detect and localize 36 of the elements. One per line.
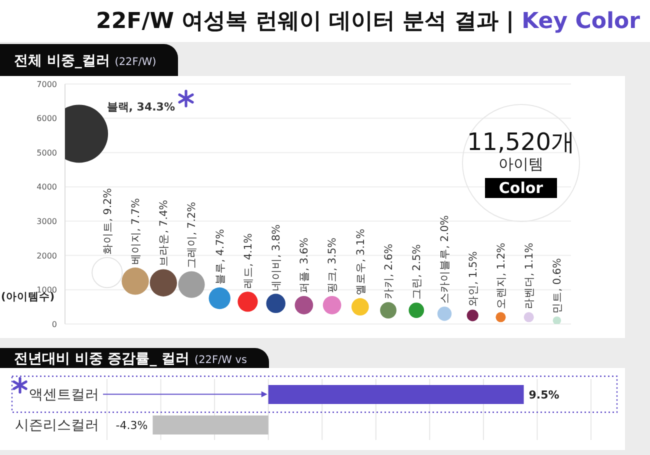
- annotation: 레드, 4.1%: [242, 233, 254, 289]
- annotation: 라벤더, 1.1%: [524, 242, 536, 310]
- data-label: -4.3%: [116, 418, 148, 432]
- annotation: 와인, 1.5%: [467, 251, 480, 307]
- circle-frame: 11,520개 아이템 Color: [462, 104, 580, 222]
- annotation: 핑크, 3.5%: [326, 238, 339, 293]
- annotation: 아이템: [498, 155, 544, 173]
- y-tick-label: 0: [52, 320, 57, 329]
- chart-title: 22F/W 여성복 런웨이 데이터 분석 결과 | Key Color: [96, 9, 640, 34]
- annotation: 카키, 2.6%: [382, 244, 395, 300]
- annotation: 11,520개: [467, 128, 575, 156]
- y-tick-label: 3000: [36, 216, 57, 226]
- y-tick-label: 5000: [36, 148, 57, 158]
- annotation: 그린, 2.5%: [411, 244, 424, 300]
- annotation: 옐로우, 3.1%: [354, 228, 367, 296]
- chart-title: 전년대비 비중 증감률_ 컬러 (22F/W vs: [14, 351, 247, 367]
- y-tick-label: 액센트컬러: [29, 387, 99, 404]
- chart-subtitle: 전체 비중_컬러 (22F/W): [14, 53, 156, 69]
- annotation: 그레이, 7.2%: [186, 202, 198, 268]
- annotation: 민트, 0.6%: [552, 258, 564, 314]
- annotation: 오렌지, 1.2%: [495, 242, 508, 310]
- data-label: 9.5%: [528, 388, 560, 402]
- annotation: 퍼플, 3.6%: [298, 238, 311, 293]
- annotation: Color: [498, 179, 544, 197]
- annotation: 블랙, 34.3%: [106, 100, 175, 114]
- annotation: 네이비, 3.8%: [270, 224, 283, 291]
- annotation: 블루, 4.7%: [214, 229, 226, 284]
- y-tick-label: 시즌리스컬러: [15, 418, 99, 434]
- y-tick-label: 4000: [36, 182, 57, 192]
- annotation: 브라운, 7.4%: [158, 200, 170, 266]
- y-tick-label: 7000: [36, 80, 57, 89]
- annotation: 스카이블루, 2.0%: [439, 215, 452, 304]
- annotation: 베이지, 7.7%: [130, 198, 142, 265]
- y-tick-label: 6000: [36, 114, 57, 124]
- y-tick-label: 2000: [36, 251, 57, 260]
- annotation: 화이트, 9.2%: [102, 188, 114, 255]
